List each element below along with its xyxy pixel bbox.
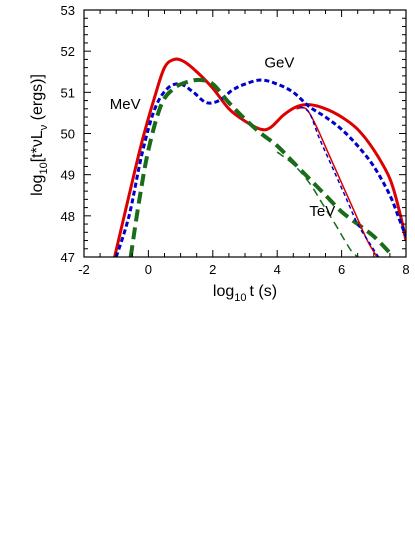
y-tick-label: 47 [61,250,75,265]
y-axis-title-post: (ergs)] [29,74,46,125]
annotation-gev: GeV [264,55,294,72]
series-line-5 [299,106,380,257]
y-axis-title: log10[t*νLν (ergs)] [29,74,50,196]
x-axis-title-base: log [213,283,234,300]
annotation-tev: TeV [309,203,335,220]
y-tick-label: 53 [61,3,75,18]
series-line-6 [276,151,359,257]
y-axis-title-sub2: ν [38,124,50,130]
x-tick-label: 4 [274,262,281,277]
annotation-group: MeV GeV TeV [110,55,335,220]
annotation-mev: MeV [110,96,141,113]
y-tick-label: 52 [61,44,75,59]
tick-group: -2 0 2 4 6 8 47 48 49 50 51 52 53 [61,3,410,277]
series-line-1 [113,57,406,257]
y-tick-label: 51 [61,85,75,100]
x-tick-label: 2 [209,262,216,277]
x-tick-label: -2 [78,262,90,277]
y-axis-title-pre: log [29,175,46,196]
series-line-2 [114,78,406,257]
x-axis-title-sub: 10 [234,292,246,304]
y-axis-title-mid: [t*νL [29,130,46,162]
series-line-3 [128,77,392,257]
y-axis-title-sub1: 10 [38,162,50,174]
x-axis-title-rest: t (s) [250,283,278,300]
x-axis-title: log10 t (s) [213,283,277,304]
y-tick-label: 50 [61,127,75,142]
x-tick-label: 6 [338,262,345,277]
y-tick-label: 49 [61,168,75,183]
x-tick-label: 0 [145,262,152,277]
y-tick-label: 48 [61,209,75,224]
x-tick-label: 8 [402,262,409,277]
series-group [113,57,406,257]
